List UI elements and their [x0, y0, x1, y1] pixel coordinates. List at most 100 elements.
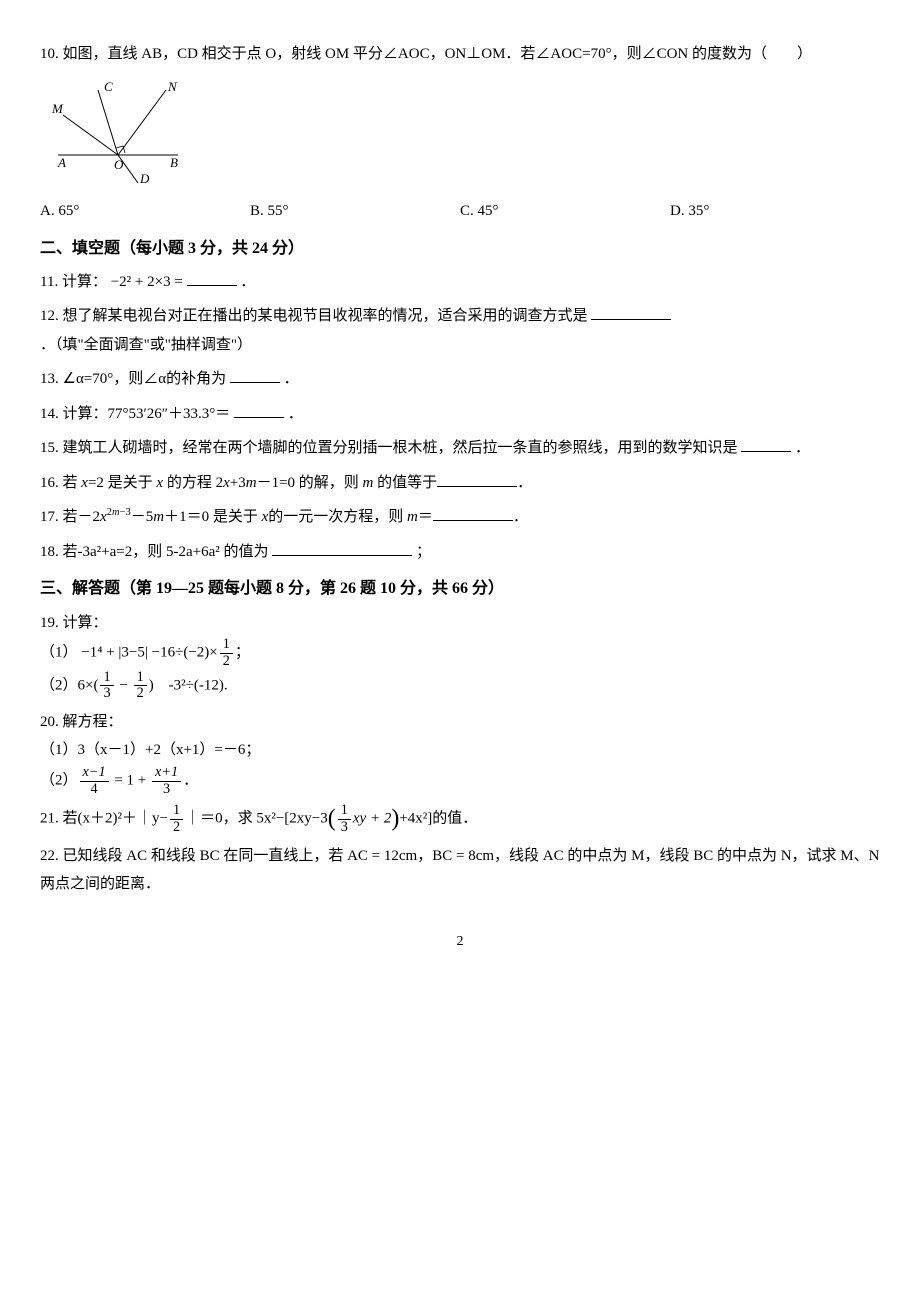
question-20: 20. 解方程： （1）3（x－1）+2（x+1）=－6； （2）x−14 = … — [40, 708, 880, 797]
q19-p1-suffix: ； — [235, 645, 250, 661]
q16-x1: x — [81, 475, 88, 491]
question-21: 21. 若(x＋2)²＋｜y−12｜＝0，求 5x²−[2xy−3(13xy +… — [40, 803, 880, 835]
q19-p2-f1: 13 — [100, 670, 113, 702]
question-14: 14. 计算：77°53′26″＋33.3°＝ ． — [40, 400, 880, 429]
q19-part1: （1） −1⁴ + |3−5| −16÷(−2)×12； — [40, 637, 880, 669]
q14-suffix: ． — [288, 406, 303, 422]
question-15: 15. 建筑工人砌墙时，经常在两个墙脚的位置分别插一根木桩，然后拉一条直的参照线… — [40, 434, 880, 463]
q20-p2-f2: x+13 — [152, 765, 181, 797]
q16-suffix: ． — [517, 475, 532, 491]
question-16: 16. 若 x=2 是关于 x 的方程 2x+3m－1=0 的解，则 m 的值等… — [40, 469, 880, 498]
q11-expr: −2² + 2×3 = — [111, 274, 183, 290]
svg-text:O: O — [114, 157, 124, 172]
q19-part2: （2）6×(13 − 12) -3²÷(-12). — [40, 670, 880, 702]
option-c: C. 45° — [460, 197, 670, 226]
q16-t1: 16. 若 — [40, 475, 81, 491]
svg-text:C: C — [104, 79, 113, 94]
svg-text:D: D — [139, 171, 150, 185]
q13-suffix: ． — [284, 371, 299, 387]
svg-text:B: B — [170, 155, 178, 170]
question-18: 18. 若-3a²+a=2，则 5-2a+6a² 的值为 ； — [40, 538, 880, 567]
q12-suffix: ．（填"全面调查"或"抽样调查"） — [40, 337, 252, 353]
q19-p1-prefix: （1） — [40, 645, 78, 661]
question-11: 11. 计算： −2² + 2×3 = ． — [40, 268, 880, 297]
section-2-title: 二、填空题（每小题 3 分，共 24 分） — [40, 234, 880, 264]
question-12: 12. 想了解某电视台对正在播出的某电视节目收视率的情况，适合采用的调查方式是 … — [40, 302, 880, 359]
q17-m2: m — [153, 509, 164, 525]
option-a: A. 65° — [40, 197, 250, 226]
q16-blank — [437, 471, 517, 487]
question-10: 10. 如图，直线 AB，CD 相交于点 O，射线 OM 平分∠AOC，ON⊥O… — [40, 40, 880, 226]
q20-p2-prefix: （2） — [40, 773, 78, 789]
q20-p2-suffix: ． — [183, 773, 198, 789]
q19-p1-expr: −1⁴ + |3−5| −16÷(−2)× — [81, 645, 217, 661]
q21-f1: 12 — [170, 803, 183, 835]
q17-t5: ＝ — [418, 509, 433, 525]
q16-m1: m — [246, 475, 257, 491]
q19-p2-mid: ) -3²÷(-12). — [149, 677, 228, 693]
q17-m3: m — [407, 509, 418, 525]
question-10-options: A. 65° B. 55° C. 45° D. 35° — [40, 197, 880, 226]
question-17: 17. 若－2x2m−3－5m＋1＝0 是关于 x的一元一次方程，则 m＝． — [40, 503, 880, 532]
q21-prefix: 21. 若(x＋2)²＋｜y− — [40, 811, 168, 827]
q17-t4: 的一元一次方程，则 — [268, 509, 407, 525]
q19-p2-minus: − — [116, 677, 132, 693]
q15-suffix: ． — [795, 440, 810, 456]
q20-p2-f1: x−14 — [80, 765, 109, 797]
option-d: D. 35° — [670, 197, 880, 226]
q14-blank — [234, 402, 284, 418]
q18-suffix: ； — [416, 544, 431, 560]
section-3-title: 三、解答题（第 19—25 题每小题 8 分，第 26 题 10 分，共 66 … — [40, 574, 880, 604]
option-b: B. 55° — [250, 197, 460, 226]
q22-text: 22. 已知线段 AC 和线段 BC 在同一直线上，若 AC = 12cm，BC… — [40, 848, 879, 893]
q18-blank — [272, 540, 412, 556]
q21-mid2: xy + 2 — [353, 811, 391, 827]
svg-text:A: A — [57, 155, 66, 170]
q16-t6: 的值等于 — [373, 475, 437, 491]
question-19: 19. 计算： （1） −1⁴ + |3−5| −16÷(−2)×12； （2）… — [40, 609, 880, 702]
svg-text:M: M — [51, 101, 64, 116]
question-10-text: 10. 如图，直线 AB，CD 相交于点 O，射线 OM 平分∠AOC，ON⊥O… — [40, 40, 880, 69]
q13-blank — [230, 367, 280, 383]
question-13: 13. ∠α=70°，则∠α的补角为 ． — [40, 365, 880, 394]
page-number: 2 — [40, 929, 880, 956]
q17-t3: ＋1＝0 是关于 — [164, 509, 262, 525]
q16-t2: =2 是关于 — [88, 475, 156, 491]
q20-p2-eq: = 1 + — [111, 773, 150, 789]
q17-t1: 17. 若－2 — [40, 509, 100, 525]
q19-p1-frac: 12 — [220, 637, 233, 669]
q11-prefix: 11. 计算： — [40, 274, 107, 290]
q11-suffix: ． — [240, 274, 255, 290]
q17-suffix: ． — [513, 509, 528, 525]
q20-part2: （2）x−14 = 1 + x+13． — [40, 765, 880, 797]
q21-lparen: ( — [328, 806, 336, 832]
q19-p2-f2: 12 — [134, 670, 147, 702]
q17-e2: −3 — [120, 507, 131, 518]
q12-prefix: 12. 想了解某电视台对正在播出的某电视节目收视率的情况，适合采用的调查方式是 — [40, 308, 588, 324]
svg-text:N: N — [167, 79, 178, 94]
question-10-diagram: A B C D M N O — [48, 75, 880, 196]
q20-part1: （1）3（x－1）+2（x+1）=－6； — [40, 736, 880, 765]
q16-t5: －1=0 的解，则 — [257, 475, 363, 491]
q18-prefix: 18. 若-3a²+a=2，则 5-2a+6a² 的值为 — [40, 544, 269, 560]
question-22: 22. 已知线段 AC 和线段 BC 在同一直线上，若 AC = 12cm，BC… — [40, 842, 880, 899]
q21-mid1: ｜＝0，求 5x²−[2xy−3 — [185, 811, 328, 827]
q19-p2-prefix: （2）6×( — [40, 677, 98, 693]
q16-t4: +3 — [230, 475, 246, 491]
q17-blank — [433, 505, 513, 521]
q15-prefix: 15. 建筑工人砌墙时，经常在两个墙脚的位置分别插一根木桩，然后拉一条直的参照线… — [40, 440, 738, 456]
q19-title: 19. 计算： — [40, 609, 880, 638]
q16-t3: 的方程 2 — [163, 475, 223, 491]
q17-m: m — [112, 507, 120, 518]
q14-prefix: 14. 计算：77°53′26″＋33.3°＝ — [40, 406, 230, 422]
q20-title: 20. 解方程： — [40, 708, 880, 737]
q12-blank — [591, 304, 671, 320]
q21-f2: 13 — [338, 803, 351, 835]
q15-blank — [741, 436, 791, 452]
q16-m2: m — [363, 475, 374, 491]
q21-suffix: +4x²]的值． — [399, 811, 477, 827]
q17-x: x — [100, 509, 107, 525]
q17-t2: －5 — [131, 509, 154, 525]
q13-prefix: 13. ∠α=70°，则∠α的补角为 — [40, 371, 226, 387]
q16-x3: x — [223, 475, 230, 491]
